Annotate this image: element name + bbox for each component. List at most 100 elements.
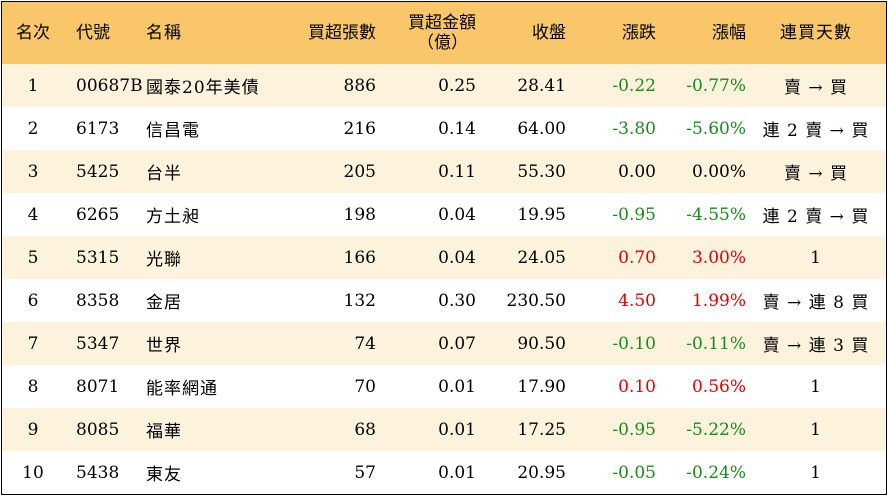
table-row: 10 5438 東友 57 0.01 20.95 -0.05 -0.24% 1 [2,451,886,494]
close-cell: 55.30 [517,161,566,182]
net-buy-amount-cell: 0.30 [438,290,476,311]
rank-cell: 9 [27,419,39,440]
net-buy-lots-cell: 166 [343,247,376,268]
net-buy-amount-cell: 0.14 [438,118,476,139]
consecutive-days-cell: 賣 → 買 [783,164,849,184]
change-cell: 0.70 [618,247,656,268]
change-cell: -0.05 [612,462,656,483]
net-buy-amount-cell: 0.01 [438,376,476,397]
table-row: 6 8358 金居 132 0.30 230.50 4.50 1.99% 賣 → 連 8 買 [2,279,886,322]
close-cell: 19.95 [517,204,566,225]
net-buy-lots-cell: 886 [343,75,376,96]
net-buy-lots-cell: 74 [354,333,376,354]
change-pct-cell: -0.11% [686,333,746,354]
consecutive-days-cell: 1 [810,419,822,440]
header-net-buy-amount-line2: （億） [417,33,468,53]
header-change: 漲跌 [622,23,656,43]
code-cell: 5438 [76,462,120,483]
net-buy-amount-cell: 0.01 [438,462,476,483]
net-buy-amount-cell: 0.07 [438,333,476,354]
net-buy-amount-cell: 0.04 [438,247,476,268]
header-close: 收盤 [532,23,566,43]
close-cell: 17.25 [517,419,566,440]
close-cell: 28.41 [517,75,566,96]
code-cell: 8358 [76,290,120,311]
change-pct-cell: -0.24% [686,462,746,483]
name-cell: 台半 [146,164,182,184]
rank-cell: 1 [27,75,39,96]
table-header-row: 名次 代號 名稱 買超張數 買超金額 （億） 收盤 漲跌 漲幅 連買天數 [2,2,886,64]
code-cell: 00687B [76,75,143,96]
rank-cell: 6 [27,290,39,311]
name-cell: 福華 [146,422,182,442]
header-change-pct: 漲幅 [712,23,746,43]
net-buy-amount-cell: 0.01 [438,419,476,440]
name-cell: 世界 [146,336,182,356]
header-net-buy-amount-line1: 買超金額 [408,13,476,33]
code-cell: 5315 [76,247,120,268]
table-row: 3 5425 台半 205 0.11 55.30 0.00 0.00% 賣 → 買 [2,150,886,193]
change-pct-cell: 0.00% [691,161,746,182]
name-cell: 方土昶 [146,207,200,227]
change-cell: 0.00 [618,161,656,182]
header-rank: 名次 [16,23,50,43]
rank-cell: 5 [27,247,39,268]
change-pct-cell: -5.60% [686,118,746,139]
change-cell: -0.10 [612,333,656,354]
net-buy-amount-cell: 0.04 [438,204,476,225]
net-buy-amount-cell: 0.25 [438,75,476,96]
rank-cell: 8 [27,376,39,397]
close-cell: 90.50 [517,333,566,354]
name-cell: 信昌電 [146,121,200,141]
close-cell: 64.00 [517,118,566,139]
rank-cell: 4 [27,204,39,225]
header-net-buy-lots: 買超張數 [308,23,376,43]
close-cell: 230.50 [506,290,566,311]
table-row: 9 8085 福華 68 0.01 17.25 -0.95 -5.22% 1 [2,408,886,451]
name-cell: 國泰20年美債 [146,78,260,98]
code-cell: 6173 [76,118,120,139]
close-cell: 20.95 [517,462,566,483]
rank-cell: 7 [27,333,39,354]
code-cell: 6265 [76,204,120,225]
change-cell: 0.10 [618,376,656,397]
rank-cell: 10 [22,462,44,483]
change-pct-cell: 1.99% [691,290,746,311]
net-buy-lots-cell: 57 [354,462,376,483]
net-buy-lots-cell: 132 [343,290,376,311]
name-cell: 光聯 [146,250,182,270]
change-cell: -0.95 [612,419,656,440]
header-net-buy-amount: 買超金額 （億） [376,2,476,64]
consecutive-days-cell: 連 2 賣 → 買 [762,207,870,227]
table-row: 7 5347 世界 74 0.07 90.50 -0.10 -0.11% 賣 → 連 3 買 [2,322,886,365]
header-code: 代號 [76,23,110,43]
net-buy-lots-cell: 216 [343,118,376,139]
consecutive-days-cell: 賣 → 連 3 買 [762,336,870,356]
table-row: 2 6173 信昌電 216 0.14 64.00 -3.80 -5.60% 連 2 賣 → 買 [2,107,886,150]
table-row: 4 6265 方土昶 198 0.04 19.95 -0.95 -4.55% 連 2 賣 → 買 [2,193,886,236]
change-cell: -3.80 [612,118,656,139]
code-cell: 5347 [76,333,120,354]
change-pct-cell: -4.55% [686,204,746,225]
net-buy-lots-cell: 70 [354,376,376,397]
table-row: 8 8071 能率網通 70 0.01 17.90 0.10 0.56% 1 [2,365,886,408]
net-buy-amount-cell: 0.11 [438,161,476,182]
consecutive-days-cell: 賣 → 連 8 買 [762,293,870,313]
consecutive-days-cell: 1 [810,247,822,268]
code-cell: 8071 [76,376,120,397]
rank-cell: 2 [27,118,39,139]
change-cell: -0.22 [612,75,656,96]
consecutive-days-cell: 連 2 賣 → 買 [762,121,870,141]
name-cell: 東友 [146,465,182,485]
consecutive-days-cell: 1 [810,376,822,397]
rank-cell: 3 [27,161,39,182]
change-cell: -0.95 [612,204,656,225]
net-buy-lots-cell: 198 [343,204,376,225]
consecutive-days-cell: 賣 → 買 [783,78,849,98]
table-row: 1 00687B 國泰20年美債 886 0.25 28.41 -0.22 -0.77% 賣 →… [2,64,886,107]
change-pct-cell: 3.00% [691,247,746,268]
change-cell: 4.50 [618,290,656,311]
net-buy-lots-cell: 68 [354,419,376,440]
